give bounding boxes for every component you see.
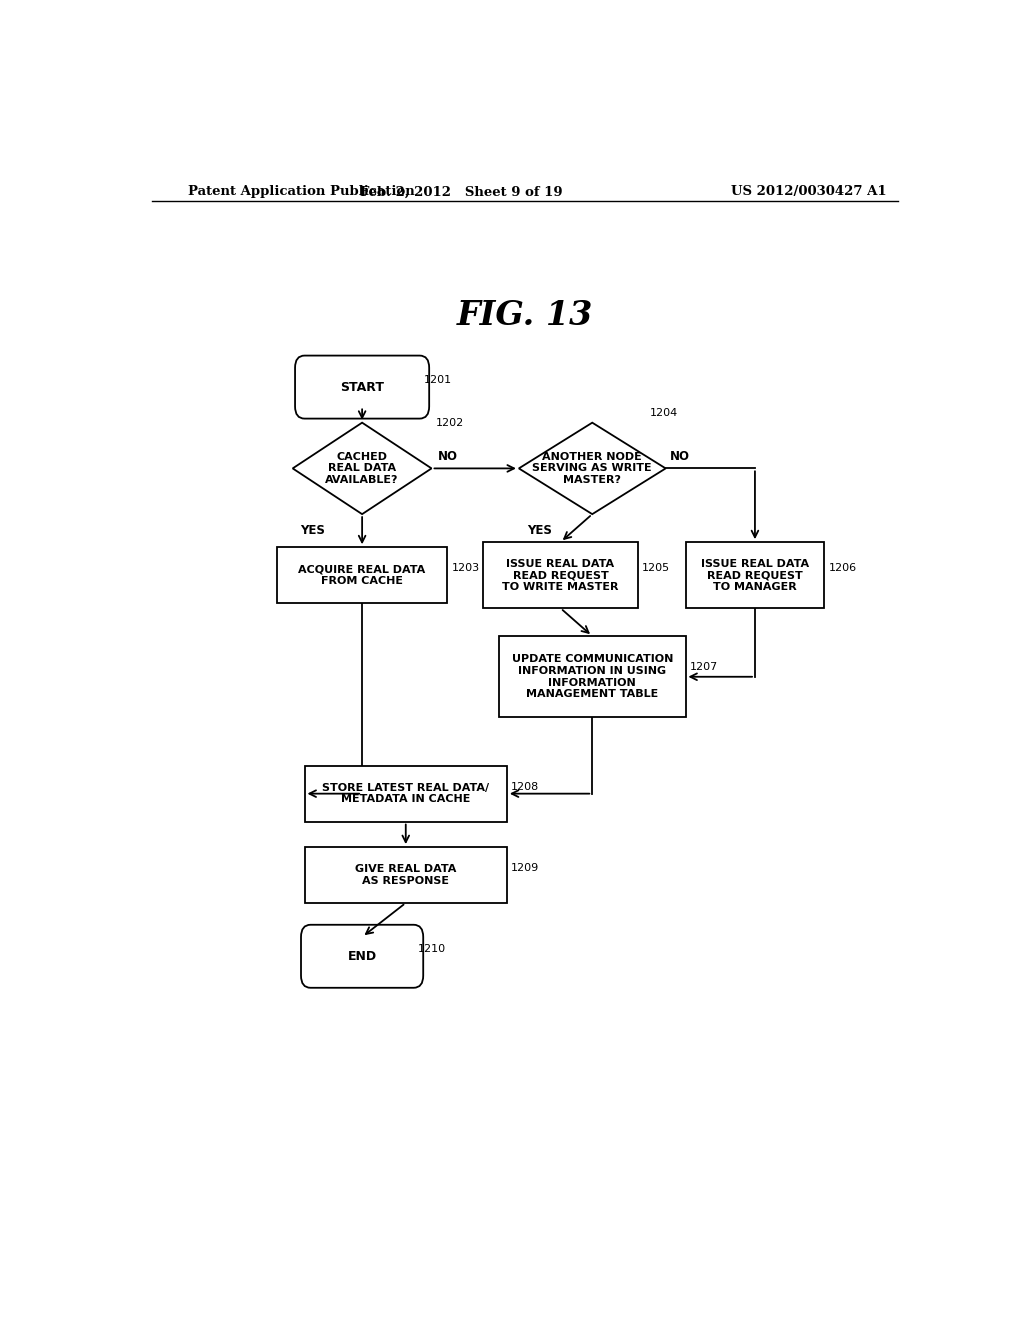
Text: NO: NO — [670, 450, 689, 463]
Text: FIG. 13: FIG. 13 — [457, 300, 593, 333]
Text: 1202: 1202 — [435, 417, 464, 428]
FancyBboxPatch shape — [295, 355, 429, 418]
Text: 1203: 1203 — [452, 564, 479, 573]
Text: 1210: 1210 — [418, 944, 445, 954]
Text: ACQUIRE REAL DATA
FROM CACHE: ACQUIRE REAL DATA FROM CACHE — [298, 565, 426, 586]
Text: ANOTHER NODE
SERVING AS WRITE
MASTER?: ANOTHER NODE SERVING AS WRITE MASTER? — [532, 451, 652, 484]
Text: 1201: 1201 — [424, 375, 452, 385]
Text: 1208: 1208 — [511, 781, 540, 792]
Text: US 2012/0030427 A1: US 2012/0030427 A1 — [731, 185, 887, 198]
Text: YES: YES — [301, 524, 326, 537]
Text: 1205: 1205 — [642, 564, 670, 573]
Text: ISSUE REAL DATA
READ REQUEST
TO MANAGER: ISSUE REAL DATA READ REQUEST TO MANAGER — [700, 558, 809, 591]
Text: 1207: 1207 — [689, 661, 718, 672]
Text: END: END — [347, 950, 377, 962]
Text: CACHED
REAL DATA
AVAILABLE?: CACHED REAL DATA AVAILABLE? — [326, 451, 399, 484]
Text: START: START — [340, 380, 384, 393]
Text: 1204: 1204 — [650, 408, 678, 417]
Text: NO: NO — [438, 450, 458, 463]
Bar — [483, 543, 638, 609]
Text: 1209: 1209 — [511, 863, 540, 873]
Text: Feb. 2, 2012   Sheet 9 of 19: Feb. 2, 2012 Sheet 9 of 19 — [360, 185, 562, 198]
Bar — [276, 548, 447, 603]
Text: Patent Application Publication: Patent Application Publication — [187, 185, 415, 198]
Bar — [304, 847, 507, 903]
FancyBboxPatch shape — [301, 925, 423, 987]
Text: 1206: 1206 — [828, 564, 856, 573]
Bar — [499, 636, 685, 718]
Bar — [304, 766, 507, 821]
Text: YES: YES — [526, 524, 552, 537]
Text: GIVE REAL DATA
AS RESPONSE: GIVE REAL DATA AS RESPONSE — [355, 865, 457, 886]
Polygon shape — [293, 422, 431, 515]
Text: ISSUE REAL DATA
READ REQUEST
TO WRITE MASTER: ISSUE REAL DATA READ REQUEST TO WRITE MA… — [502, 558, 618, 591]
Polygon shape — [519, 422, 666, 515]
Bar — [685, 543, 824, 609]
Text: STORE LATEST REAL DATA/
METADATA IN CACHE: STORE LATEST REAL DATA/ METADATA IN CACH… — [323, 783, 489, 804]
Text: UPDATE COMMUNICATION
INFORMATION IN USING
INFORMATION
MANAGEMENT TABLE: UPDATE COMMUNICATION INFORMATION IN USIN… — [512, 655, 673, 700]
